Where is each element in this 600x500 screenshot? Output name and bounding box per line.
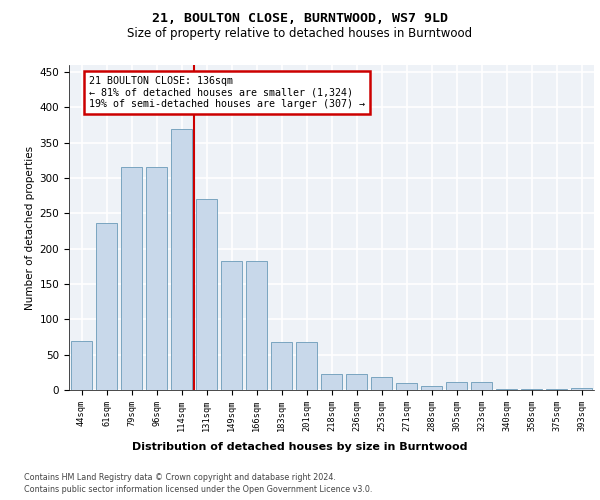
Text: 21, BOULTON CLOSE, BURNTWOOD, WS7 9LD: 21, BOULTON CLOSE, BURNTWOOD, WS7 9LD [152, 12, 448, 26]
Bar [296, 342, 317, 390]
Bar [221, 262, 242, 390]
Bar [421, 386, 442, 390]
Bar [346, 374, 367, 390]
Bar [196, 199, 217, 390]
Bar [171, 128, 192, 390]
Bar [571, 388, 592, 390]
Text: Contains HM Land Registry data © Crown copyright and database right 2024.: Contains HM Land Registry data © Crown c… [24, 472, 336, 482]
Bar [321, 374, 342, 390]
Y-axis label: Number of detached properties: Number of detached properties [25, 146, 35, 310]
Bar [271, 342, 292, 390]
Bar [246, 262, 267, 390]
Bar [121, 168, 142, 390]
Bar [96, 222, 117, 390]
Bar [471, 382, 492, 390]
Bar [446, 382, 467, 390]
Text: 21 BOULTON CLOSE: 136sqm
← 81% of detached houses are smaller (1,324)
19% of sem: 21 BOULTON CLOSE: 136sqm ← 81% of detach… [89, 76, 365, 109]
Text: Contains public sector information licensed under the Open Government Licence v3: Contains public sector information licen… [24, 485, 373, 494]
Bar [146, 168, 167, 390]
Bar [396, 383, 417, 390]
Text: Distribution of detached houses by size in Burntwood: Distribution of detached houses by size … [132, 442, 468, 452]
Text: Size of property relative to detached houses in Burntwood: Size of property relative to detached ho… [127, 28, 473, 40]
Bar [71, 340, 92, 390]
Bar [371, 378, 392, 390]
